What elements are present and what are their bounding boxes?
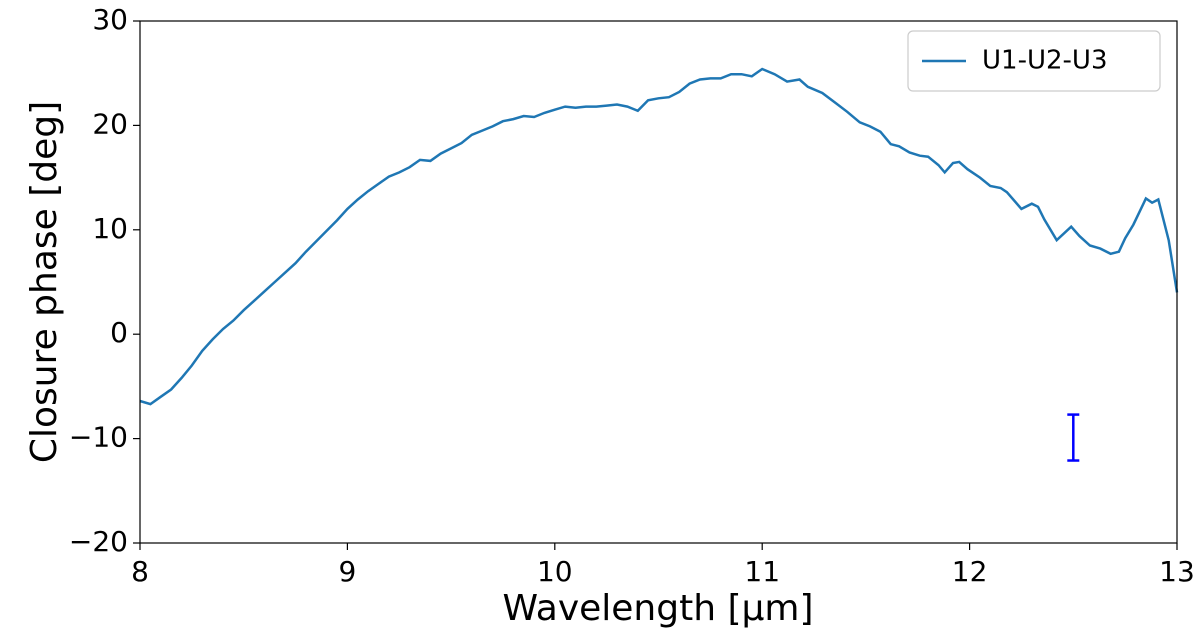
y-axis-label: Closure phase [deg] (24, 101, 65, 463)
y-tick-label: −10 (69, 421, 128, 454)
x-tick-label: 10 (537, 555, 573, 588)
data-line (139, 67, 1179, 406)
x-tick-label: 11 (744, 555, 780, 588)
y-tick-label: 0 (110, 316, 128, 349)
x-tick-label: 12 (952, 555, 988, 588)
plot-frame (139, 20, 1178, 544)
y-tick-label: 20 (92, 107, 128, 140)
x-tick-label: 13 (1159, 555, 1195, 588)
x-tick-label: 9 (338, 555, 356, 588)
legend-label: U1-U2-U3 (982, 46, 1107, 76)
x-tick-label: 8 (131, 555, 149, 588)
y-tick-label: −20 (69, 525, 128, 558)
y-tick-label: 30 (92, 3, 128, 36)
y-tick-label: 10 (92, 212, 128, 245)
x-axis-label: Wavelength [µm] (502, 588, 813, 629)
legend-box (907, 30, 1161, 92)
